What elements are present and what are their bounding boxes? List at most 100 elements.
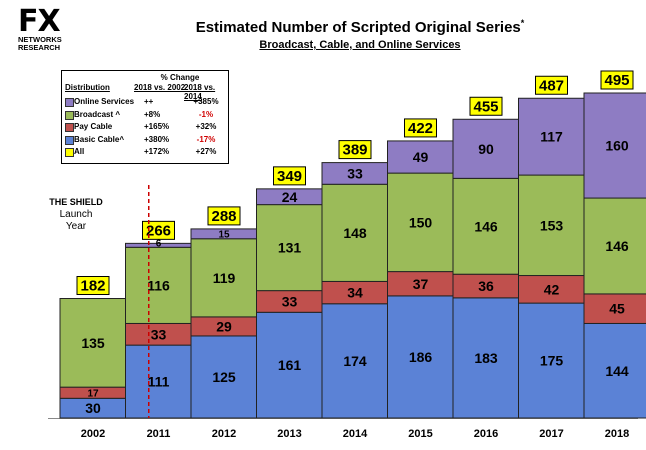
- legend-change-2014: -17%: [196, 134, 216, 144]
- x-tick-label: 2017: [539, 428, 563, 440]
- segment-value-label: 6: [156, 238, 162, 249]
- total-label-box: [273, 166, 306, 186]
- bar-segment: [518, 275, 585, 304]
- bar-segment: [387, 140, 454, 174]
- segment-value-label: 37: [413, 276, 429, 292]
- total-label-box: [535, 75, 568, 95]
- legend-label: Online Services: [74, 97, 135, 106]
- bar-segment: [518, 174, 585, 277]
- total-value-label: 266: [146, 222, 171, 239]
- segment-value-label: 135: [81, 335, 105, 351]
- legend-swatch: [65, 98, 74, 107]
- segment-value-label: 125: [212, 369, 236, 385]
- chart-title: Estimated Number of Scripted Original Se…: [195, 18, 525, 36]
- segment-value-label: 42: [544, 281, 560, 297]
- logo-brand: FX: [18, 4, 61, 39]
- segment-value-label: 15: [218, 229, 230, 240]
- legend-row: All +172% +27%: [62, 146, 228, 158]
- segment-value-label: 33: [151, 326, 167, 342]
- bar-segment: [583, 92, 646, 199]
- x-tick-label: 2014: [343, 428, 368, 440]
- total-label-box: [404, 118, 437, 138]
- total-value-label: 455: [473, 98, 498, 115]
- legend-row: Broadcast ^ +8% -1%: [62, 109, 228, 121]
- x-tick-label: 2012: [212, 428, 236, 440]
- legend-label: Broadcast ^: [74, 109, 121, 119]
- segment-value-label: 49: [413, 149, 429, 165]
- total-value-label: 495: [604, 72, 629, 89]
- bar-segment: [583, 322, 646, 419]
- segment-value-label: 90: [478, 141, 494, 157]
- segment-value-label: 160: [605, 138, 629, 154]
- legend-swatch: [65, 148, 74, 157]
- bar-segment: [190, 335, 258, 419]
- bar-segment: [321, 183, 389, 282]
- segment-value-label: 161: [278, 357, 302, 373]
- total-label-box: [142, 220, 175, 240]
- x-tick-label: 2011: [147, 428, 171, 440]
- total-value-label: 389: [342, 142, 367, 159]
- legend-row: Online Services ++ +385%: [62, 96, 228, 108]
- segment-value-label: 117: [540, 129, 563, 145]
- bar-segment: [387, 172, 454, 273]
- legend-row: Pay Cable +165% +32%: [62, 121, 228, 133]
- fx-logo: FX NETWORKS RESEARCH: [18, 4, 88, 52]
- bar-segment: [583, 293, 646, 324]
- legend-change-2002: +165%: [144, 122, 170, 131]
- shield-line3: Year: [65, 221, 87, 232]
- total-label-box: [207, 206, 241, 226]
- shield-title: THE SHIELD: [49, 197, 103, 207]
- logo-line2: RESEARCH: [18, 43, 61, 52]
- bar-segment: [59, 298, 127, 388]
- x-tick-label: 2013: [277, 428, 301, 440]
- legend-swatch: [65, 110, 74, 120]
- segment-value-label: 146: [474, 218, 498, 234]
- total-value-label: 487: [539, 77, 564, 94]
- segment-value-label: 186: [409, 349, 433, 365]
- segment-value-label: 119: [213, 270, 236, 286]
- legend-row: Basic Cable^ +380% -17%: [62, 134, 228, 146]
- segment-value-label: 45: [609, 301, 625, 317]
- segment-value-label: 24: [282, 189, 298, 205]
- segment-value-label: 30: [85, 400, 101, 416]
- segment-value-label: 175: [540, 353, 564, 369]
- segment-value-label: 33: [282, 293, 298, 309]
- bar-segment: [583, 197, 646, 295]
- segment-value-label: 148: [343, 225, 367, 241]
- legend-change-2002: +172%: [144, 147, 170, 156]
- segment-value-label: 111: [148, 374, 170, 390]
- segment-value-label: 33: [347, 165, 363, 181]
- x-tick-label: 2016: [474, 428, 498, 440]
- bar-segment: [387, 271, 454, 297]
- segment-value-label: 131: [278, 240, 302, 256]
- bar-segment: [125, 344, 192, 419]
- segment-value-label: 174: [343, 353, 367, 369]
- legend-swatch: [65, 135, 74, 145]
- legend-col-a: 2018 vs. 2002: [134, 83, 186, 92]
- bar-segment: [518, 302, 585, 419]
- legend-label: All: [74, 147, 85, 156]
- total-label-box: [76, 276, 110, 296]
- total-value-label: 422: [408, 120, 433, 137]
- segment-value-label: 146: [605, 238, 629, 254]
- legend-change-2002: ++: [144, 97, 154, 106]
- total-label-box: [469, 96, 503, 116]
- logo-line1: NETWORKS: [18, 35, 62, 44]
- x-tick-label: 2015: [408, 428, 432, 440]
- total-value-label: 349: [277, 168, 302, 185]
- legend-col-b: 2018 vs. 2014: [184, 83, 216, 101]
- segment-value-label: 34: [347, 285, 363, 301]
- segment-value-label: 153: [540, 217, 564, 233]
- total-value-label: 182: [80, 278, 105, 295]
- x-tick-label: 2018: [605, 428, 629, 440]
- legend-heading: % Change: [160, 73, 200, 82]
- legend-change-2002: +8%: [144, 109, 161, 119]
- segment-value-label: 36: [478, 278, 494, 294]
- legend-change-2014: -1%: [198, 109, 214, 119]
- segment-value-label: 29: [216, 318, 232, 334]
- bar-segment: [387, 295, 454, 419]
- legend-change-2014: +385%: [193, 97, 219, 106]
- legend-label: Pay Cable: [74, 122, 113, 131]
- segment-value-label: 144: [605, 363, 629, 379]
